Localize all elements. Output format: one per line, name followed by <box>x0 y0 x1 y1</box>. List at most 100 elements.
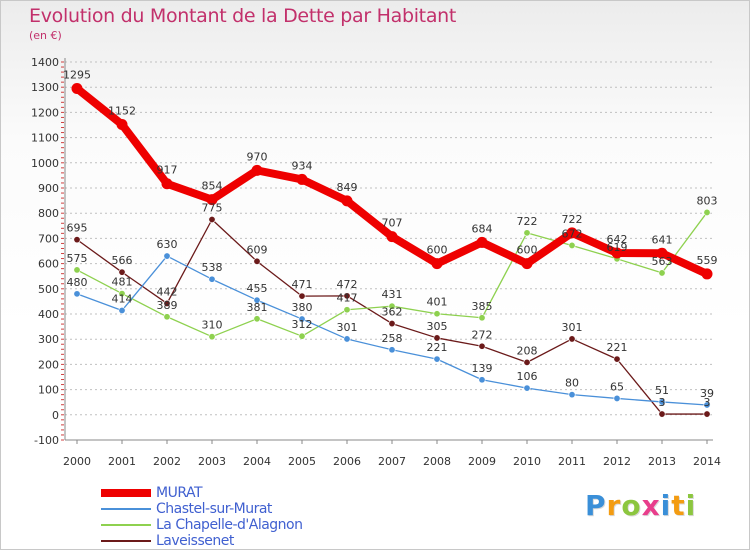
y-tick-label: 1400 <box>31 56 59 69</box>
x-tick-label: 2000 <box>63 455 91 468</box>
data-point <box>73 236 81 244</box>
y-tick-label: 100 <box>38 384 59 397</box>
data-point <box>703 410 711 418</box>
data-point <box>298 332 306 340</box>
y-tick-label: 800 <box>38 207 59 220</box>
legend-swatch <box>101 524 151 526</box>
data-label: 917 <box>157 164 178 177</box>
y-tick-label: 300 <box>38 333 59 346</box>
data-label: 362 <box>382 306 403 319</box>
chart-title: Evolution du Montant de la Dette par Hab… <box>29 5 457 27</box>
data-label: 305 <box>427 320 448 333</box>
data-label: 414 <box>112 292 133 305</box>
data-label: 538 <box>202 261 223 274</box>
data-label: 208 <box>517 344 538 357</box>
data-label: 39 <box>700 387 714 400</box>
data-label: 849 <box>337 181 358 194</box>
data-point <box>523 358 531 366</box>
data-point <box>73 290 81 298</box>
logo-letter: i <box>685 489 697 522</box>
data-label: 431 <box>382 288 403 301</box>
data-label: 221 <box>607 341 628 354</box>
x-tick-label: 2001 <box>108 455 136 468</box>
data-point <box>658 410 666 418</box>
x-tick-label: 2010 <box>513 455 541 468</box>
data-point <box>208 333 216 341</box>
data-label: 934 <box>292 159 313 172</box>
data-label: 312 <box>292 318 313 331</box>
data-label: 401 <box>427 296 448 309</box>
data-point <box>656 247 668 259</box>
data-point <box>116 118 128 130</box>
data-point <box>206 194 218 206</box>
data-point <box>658 269 666 277</box>
data-label: 301 <box>337 321 358 334</box>
y-tick-label: -100 <box>34 434 59 447</box>
data-label: 3 <box>704 396 711 409</box>
logo-letter: t <box>671 489 686 522</box>
data-point <box>253 315 261 323</box>
data-point <box>388 346 396 354</box>
x-tick-label: 2002 <box>153 455 181 468</box>
data-label: 722 <box>517 215 538 228</box>
data-label: 417 <box>337 292 358 305</box>
y-tick-label: 900 <box>38 182 59 195</box>
x-tick-label: 2013 <box>648 455 676 468</box>
legend-swatch <box>101 508 151 510</box>
data-point <box>433 355 441 363</box>
y-tick-label: 500 <box>38 283 59 296</box>
data-label: 775 <box>202 202 223 215</box>
data-point <box>341 195 353 207</box>
data-point <box>566 227 578 239</box>
data-label: 642 <box>607 233 628 246</box>
data-point <box>118 306 126 314</box>
data-point <box>433 310 441 318</box>
data-label: 609 <box>247 243 268 256</box>
data-label: 970 <box>247 150 268 163</box>
data-point <box>478 314 486 322</box>
data-label: 672 <box>562 227 583 240</box>
data-label: 480 <box>67 276 88 289</box>
data-label: 139 <box>472 362 493 375</box>
data-point <box>253 296 261 304</box>
x-tick-label: 2012 <box>603 455 631 468</box>
data-label: 695 <box>67 222 88 235</box>
data-point <box>523 384 531 392</box>
x-tick-label: 2007 <box>378 455 406 468</box>
data-point <box>73 266 81 274</box>
data-point <box>163 313 171 321</box>
data-point <box>118 268 126 276</box>
data-point <box>568 391 576 399</box>
data-point <box>701 268 713 280</box>
data-point <box>431 258 443 270</box>
data-point <box>523 229 531 237</box>
logo-letter: r <box>606 489 622 522</box>
legend-swatch <box>101 540 151 542</box>
data-label: 630 <box>157 238 178 251</box>
data-label: 106 <box>517 370 538 383</box>
legend-label: La Chapelle-d'Alagnon <box>156 517 303 533</box>
data-label: 641 <box>652 233 673 246</box>
logo-letter: P <box>585 489 607 522</box>
data-label: 684 <box>472 222 493 235</box>
data-label: 722 <box>562 213 583 226</box>
data-label: 566 <box>112 254 133 267</box>
data-label: 80 <box>565 377 579 390</box>
data-point <box>568 241 576 249</box>
logo-letter: i <box>660 489 672 522</box>
data-point <box>476 236 488 248</box>
logo-letter: o <box>621 489 642 522</box>
data-label: 1295 <box>63 68 91 81</box>
data-label: 575 <box>67 252 88 265</box>
data-point <box>296 173 308 185</box>
data-label: 272 <box>472 328 493 341</box>
data-point <box>613 355 621 363</box>
data-label: 600 <box>517 244 538 257</box>
data-point <box>703 208 711 216</box>
data-label: 1152 <box>108 104 136 117</box>
x-tick-label: 2009 <box>468 455 496 468</box>
data-label: 389 <box>157 299 178 312</box>
data-label: 803 <box>697 194 718 207</box>
data-label: 301 <box>562 321 583 334</box>
data-point <box>478 376 486 384</box>
